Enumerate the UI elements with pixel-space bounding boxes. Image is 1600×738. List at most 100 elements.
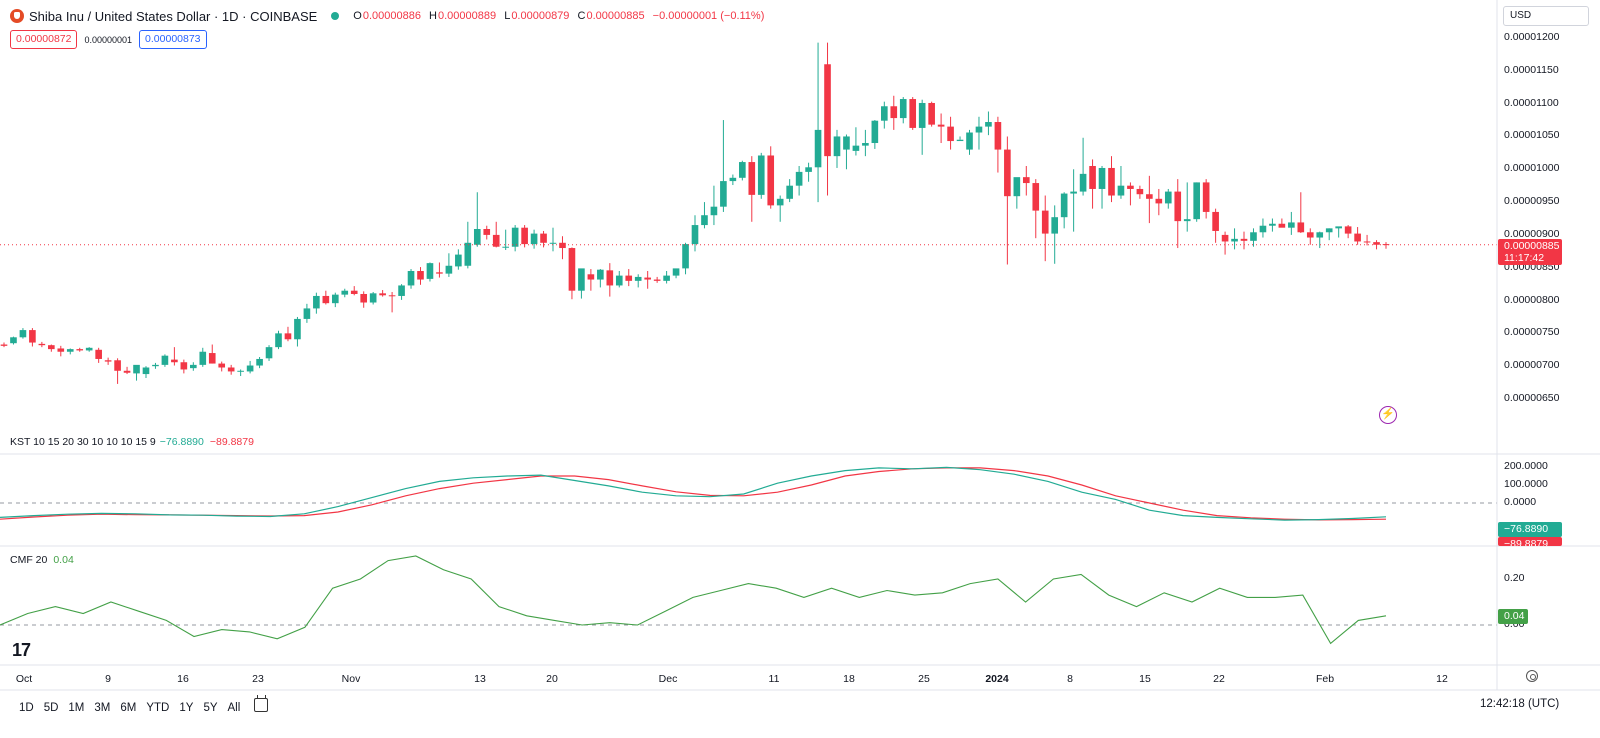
current-price-value: 0.00000885 [1504, 240, 1560, 252]
settings-gear-icon[interactable] [1526, 670, 1538, 682]
time-tick-label: 23 [252, 673, 264, 685]
candle-body [1127, 185, 1134, 189]
cmf-legend[interactable]: CMF 20 0.04 [10, 554, 74, 566]
candle-body [142, 367, 150, 375]
trade-pills: 0.00000872 0.00000001 0.00000873 [10, 30, 207, 49]
candle-body [767, 155, 775, 206]
buy-button[interactable]: 0.00000873 [139, 30, 207, 49]
candle-body [388, 295, 396, 297]
candle-body [568, 248, 576, 291]
candle-body [1278, 223, 1286, 228]
period-1d[interactable]: 1D [19, 702, 34, 714]
candle-body [615, 275, 623, 286]
candle-body [455, 254, 462, 267]
close-value: 0.00000885 [586, 10, 645, 22]
date-range-icon[interactable] [254, 695, 268, 712]
candle-body [739, 162, 746, 178]
currency-select[interactable]: USD [1503, 6, 1589, 26]
candle-body [199, 351, 207, 365]
candle-body [350, 290, 358, 294]
kst-layer [0, 466, 1497, 521]
tradingview-logo[interactable]: 17 [12, 640, 31, 660]
candle-body [1269, 223, 1276, 226]
time-tick-label: Dec [658, 673, 678, 685]
period-5d[interactable]: 5D [43, 702, 59, 714]
candle-body [833, 136, 841, 157]
period-5y[interactable]: 5Y [203, 702, 218, 714]
candle-body [1363, 241, 1371, 243]
candle-body [956, 139, 964, 142]
candle-body [360, 293, 368, 303]
candle-body [502, 246, 509, 248]
candle-body [1117, 185, 1125, 196]
time-tick-label: 22 [1213, 673, 1225, 685]
candle-body [1212, 211, 1219, 231]
cmf-layer [0, 555, 1497, 645]
time-tick-label: 9 [105, 673, 111, 685]
candle-body [237, 370, 244, 372]
price-tick-label: 0.00001000 [1504, 162, 1560, 175]
utc-clock[interactable]: 12:42:18 (UTC) [1480, 698, 1560, 710]
candle-body [757, 155, 765, 195]
candle-body [985, 122, 992, 127]
candle-body [284, 333, 292, 340]
kst-tick-label: 100.0000 [1504, 478, 1548, 490]
candle-body [1136, 188, 1144, 195]
candle-body [663, 275, 670, 281]
candle-body [540, 233, 547, 243]
lightning-icon[interactable]: ⚡ [1379, 406, 1397, 424]
candle-body [701, 215, 708, 226]
candle-body [436, 272, 443, 274]
candle-body [776, 198, 784, 206]
candle-body [1335, 226, 1342, 229]
period-selector: 1D 5D 1M 3M 6M YTD 1Y 5Y All [14, 699, 245, 717]
period-1y[interactable]: 1Y [179, 702, 194, 714]
symbol-title[interactable]: Shiba Inu / United States Dollar · 1D · … [29, 8, 318, 24]
kst-legend[interactable]: KST 10 15 20 30 10 10 10 15 9 −76.8890 −89… [10, 436, 254, 448]
price-tick-label: 0.00000800 [1504, 293, 1560, 306]
period-ytd[interactable]: YTD [146, 702, 170, 714]
price-tick-label: 0.00000750 [1504, 326, 1560, 339]
period-all[interactable]: All [227, 702, 241, 714]
period-1m[interactable]: 1M [68, 702, 85, 714]
period-3m[interactable]: 3M [94, 702, 111, 714]
candle-body [805, 167, 812, 172]
candle-body [218, 363, 226, 368]
period-6m[interactable]: 6M [120, 702, 137, 714]
sell-button[interactable]: 0.00000872 [10, 30, 78, 49]
cmf-value-tag: 0.04 [1498, 609, 1528, 624]
candle-body [0, 344, 8, 346]
candle-body [265, 347, 273, 359]
time-tick-label: 2024 [985, 673, 1009, 685]
market-status-icon[interactable] [331, 12, 340, 20]
time-tick-label: 12 [1436, 673, 1448, 685]
time-tick-label: 18 [843, 673, 855, 685]
close-label: C [577, 10, 586, 22]
candle-body [256, 358, 263, 366]
candle-body [966, 132, 973, 150]
candle-body [871, 120, 879, 144]
candle-body [407, 271, 415, 286]
candle-body [10, 337, 17, 344]
candle-body [634, 276, 642, 281]
candle-body [928, 102, 935, 125]
candle-body [57, 348, 65, 352]
candle-body [48, 345, 55, 350]
candle-body [1316, 232, 1324, 238]
candle-body [473, 229, 481, 245]
candle-body [1079, 173, 1087, 192]
kst-tick-label: 0.0000 [1504, 496, 1537, 508]
candle-body [1193, 182, 1200, 220]
candle-body [104, 360, 112, 362]
time-tick-label: 20 [546, 673, 558, 685]
candle-body [29, 330, 36, 343]
time-tick-label: Oct [15, 673, 33, 685]
candle-body [133, 364, 140, 374]
candle-body [530, 233, 538, 245]
candle-body [492, 234, 500, 247]
time-tick-label: 13 [474, 673, 486, 685]
candle-body [710, 206, 718, 216]
candles-layer [0, 42, 1497, 384]
candle-body [549, 242, 557, 244]
